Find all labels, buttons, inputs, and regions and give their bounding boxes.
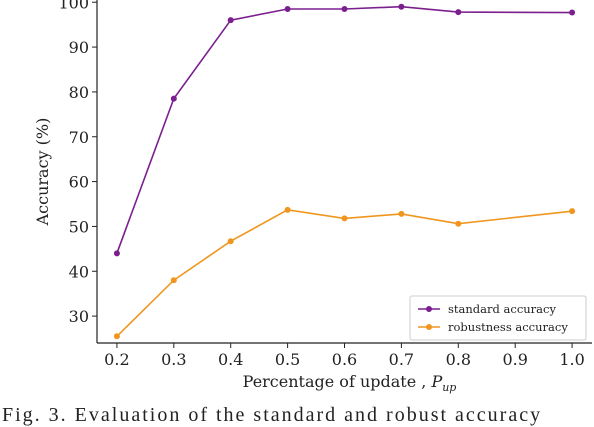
x-tick-label: 0.9: [502, 350, 527, 369]
x-tick-label: 0.6: [332, 350, 357, 369]
data-point: [341, 5, 348, 12]
y-tick-label: 70: [69, 128, 89, 147]
data-point: [284, 5, 291, 12]
figure-caption: Fig. 3. Evaluation of the standard and r…: [2, 404, 543, 426]
data-point: [284, 206, 291, 213]
x-tick-label: 0.4: [218, 350, 243, 369]
data-point: [113, 250, 120, 257]
data-point: [341, 215, 348, 222]
y-tick-label: 100: [58, 0, 89, 12]
data-point: [227, 238, 234, 245]
data-point: [113, 333, 120, 340]
x-tick-label: 0.2: [104, 350, 129, 369]
legend-swatch-marker: [426, 324, 432, 330]
y-tick-label: 50: [69, 217, 89, 236]
x-tick-label: 0.8: [446, 350, 471, 369]
y-tick-label: 40: [69, 262, 89, 281]
legend-swatch-marker: [426, 306, 432, 312]
y-tick-label: 30: [69, 307, 89, 326]
x-tick-label: 0.7: [389, 350, 414, 369]
x-tick-label: 0.5: [275, 350, 300, 369]
data-point: [170, 95, 177, 102]
legend-box: [409, 295, 587, 341]
data-point: [227, 17, 234, 24]
x-tick-label: 0.3: [161, 350, 186, 369]
legend: standard accuracy robustness accuracy: [409, 295, 587, 341]
series-line-0: [116, 5, 573, 254]
data-point: [569, 9, 576, 16]
data-point: [455, 220, 462, 227]
y-axis-label: Accuracy (%): [33, 118, 52, 227]
y-tick-label: 80: [69, 83, 89, 102]
data-point: [455, 9, 462, 16]
data-point: [170, 277, 177, 284]
data-point: [398, 3, 405, 10]
legend-entry: standard accuracy: [448, 302, 556, 316]
plot-area: 30 40 50 60 70 80 90 100 0.2 0.3 0.4 0.5 0.6 0.7 0.8 0.…: [33, 0, 592, 394]
x-axis-label: Percentage of update , Pup: [243, 372, 457, 394]
y-tick-label: 90: [69, 38, 89, 57]
legend-entry: robustness accuracy: [448, 320, 568, 334]
data-point: [398, 210, 405, 217]
series-line-1: [116, 208, 573, 337]
y-tick-label: 60: [69, 173, 89, 192]
data-point: [569, 208, 576, 215]
x-tick-label: 1.0: [559, 350, 584, 369]
